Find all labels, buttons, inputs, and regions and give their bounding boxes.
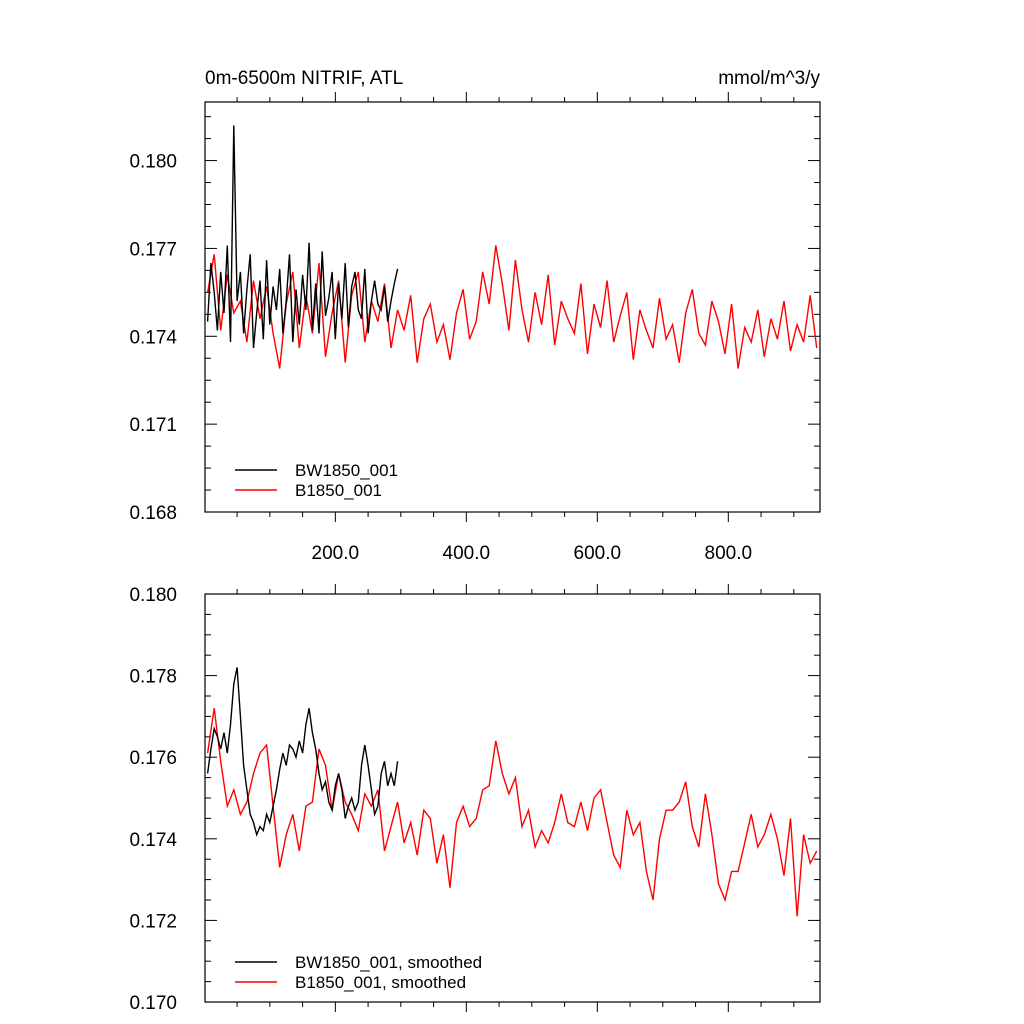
plot-frame (204, 593, 821, 1003)
series-line-2 (206, 245, 818, 369)
y-tick-label: 0.177 (129, 239, 177, 260)
y-tick-label: 0.178 (129, 667, 177, 688)
plot-frame (204, 101, 821, 513)
series-line-1 (206, 125, 399, 349)
legend-label: B1850_001, smoothed (295, 973, 466, 992)
legend-label: B1850_001 (295, 481, 382, 500)
series-line-2 (206, 708, 818, 917)
y-tick-label: 0.170 (129, 993, 177, 1014)
series-line-1 (206, 667, 399, 837)
legend-label: BW1850_001, smoothed (295, 953, 482, 972)
x-tick-label: 400.0 (443, 543, 491, 564)
chart-panel-1: 200.0 400.0 600.0 800.0 0.168 0.171 0.174 0.177… (129, 68, 821, 564)
y-tick-label: 0.174 (129, 327, 177, 348)
legend-label: BW1850_001 (295, 461, 398, 480)
y-tick-label: 0.180 (129, 585, 177, 606)
chart-panel-2: 0.170 0.172 0.174 0.176 0.178 0.180 BW1850_001… (129, 584, 821, 1014)
x-tick-label: 800.0 (705, 543, 753, 564)
y-tick-label: 0.174 (129, 830, 177, 851)
y-tick-label: 0.171 (129, 415, 177, 436)
chart-title: 0m-6500m NITRIF, ATL (205, 68, 403, 89)
x-tick-label: 600.0 (574, 543, 622, 564)
y-tick-label: 0.180 (129, 152, 177, 173)
y-tick-label: 0.172 (129, 911, 177, 932)
chart-units: mmol/m^3/y (718, 68, 820, 89)
y-tick-label: 0.176 (129, 748, 177, 769)
x-tick-label: 200.0 (312, 543, 360, 564)
y-tick-label: 0.168 (129, 503, 177, 524)
